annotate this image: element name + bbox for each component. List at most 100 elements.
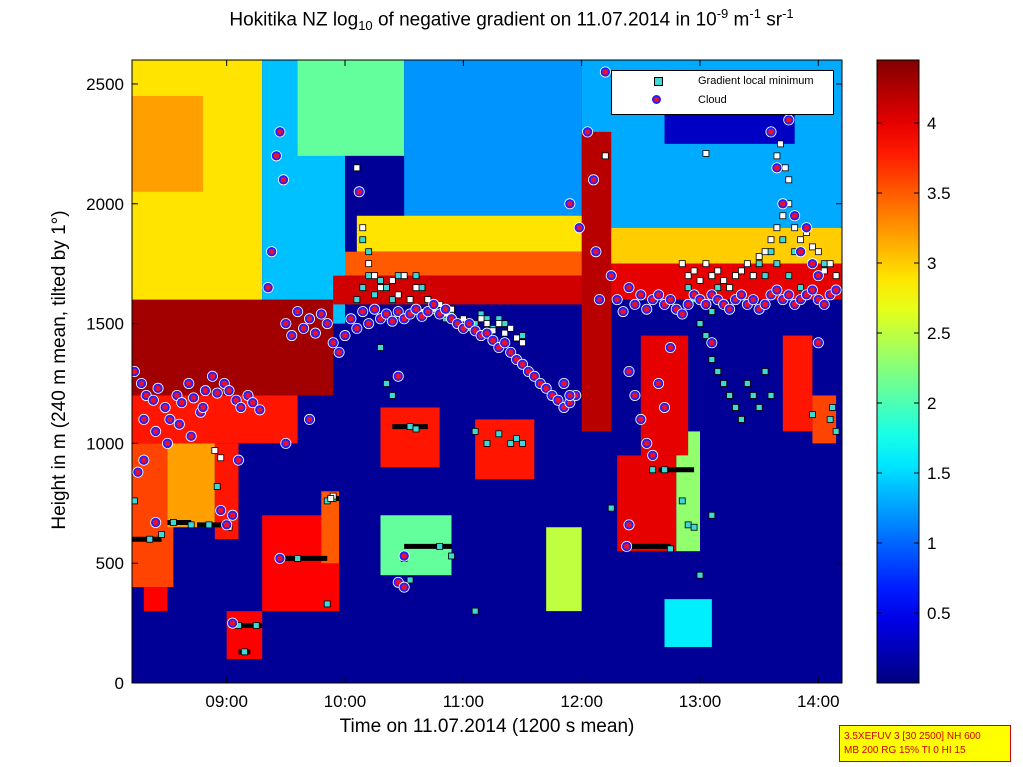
cloud-point — [653, 290, 664, 300]
cloud-point — [606, 270, 616, 281]
gradient-minimum-point — [359, 236, 367, 244]
cloud-point — [618, 306, 628, 317]
cloud-point — [813, 270, 824, 281]
chart-title: Hokitika NZ log10 of negative gradient o… — [229, 6, 794, 34]
cloud-point — [665, 342, 676, 353]
cloud-point — [298, 323, 309, 334]
gradient-minimum-point — [708, 272, 716, 280]
cloud-point — [630, 390, 640, 401]
heatmap-cell — [664, 599, 712, 648]
gradient-minimum-point — [732, 404, 739, 411]
cloud-point — [760, 299, 770, 310]
y-axis-label: Height in m (240 m mean, tilted by 1°) — [49, 210, 70, 530]
gradient-minimum-point — [187, 521, 195, 529]
gradient-minimum-point — [832, 272, 840, 280]
gradient-minimum-point — [661, 466, 668, 474]
markers — [132, 66, 842, 656]
colorbar-tick-label: 0.5 — [927, 604, 951, 623]
gradient-minimum-point — [495, 430, 503, 438]
cloud-point — [236, 402, 246, 413]
gradient-minimum-point — [761, 272, 769, 280]
gradient-minimum-point — [418, 284, 426, 292]
x-tick-label: 12:00 — [560, 692, 603, 711]
gradient-minimum-point — [743, 380, 751, 387]
heatmap-cell — [356, 215, 606, 252]
cloud-point — [255, 405, 265, 415]
cloud-point — [278, 175, 289, 185]
y-tick-label: 0 — [115, 674, 124, 693]
cloud-point — [340, 330, 350, 341]
gradient-minimum-point — [359, 224, 367, 232]
gradient-minimum-point — [797, 236, 804, 244]
y-tick-label: 1000 — [86, 434, 124, 453]
cloud-point — [216, 505, 226, 516]
cloud-point — [141, 390, 151, 401]
gradient-minimum-point — [678, 260, 686, 268]
cloud-point — [354, 187, 364, 197]
gradient-minimum-point — [773, 224, 781, 232]
cloud-point — [772, 163, 782, 173]
heatmap-cell — [297, 60, 405, 156]
cloud-point — [565, 390, 575, 401]
cloud-point — [399, 551, 409, 561]
settings-info-box: 3.5XEFUV 3 [30 2500] NH 600 MB 200 RG 15… — [839, 725, 1011, 762]
cloud-point — [310, 328, 321, 338]
cloud-point — [636, 414, 646, 425]
cloud-point — [292, 306, 303, 317]
cloud-point — [162, 438, 173, 449]
gradient-minimum-point — [649, 466, 657, 474]
gradient-minimum-point — [755, 253, 763, 260]
gradient-minimum-point — [738, 416, 745, 423]
gradient-minimum-point — [377, 277, 384, 284]
gradient-minimum-point — [732, 272, 739, 280]
cloud-point — [231, 395, 241, 405]
x-tick-label: 09:00 — [205, 692, 248, 711]
cloud-point — [227, 618, 238, 628]
gradient-minimum-point — [702, 150, 710, 157]
cloud-point — [153, 383, 163, 393]
cloud-point — [243, 390, 253, 401]
cloud-point — [801, 223, 812, 233]
heatmap-cell — [167, 443, 215, 528]
heatmap-cell — [132, 95, 203, 192]
cloud-point — [736, 290, 747, 300]
y-tick-label: 500 — [96, 554, 124, 573]
gradient-minimum-point — [359, 284, 367, 292]
cloud-point — [139, 455, 149, 465]
cloud-point — [612, 294, 622, 305]
gradient-minimum-point — [294, 555, 302, 562]
gradient-minimum-point — [519, 439, 526, 447]
cloud-point — [233, 455, 244, 465]
gradient-minimum-point — [684, 272, 692, 280]
gradient-minimum-point — [761, 368, 769, 375]
gradient-minimum-point — [820, 267, 828, 275]
x-axis-label: Time on 11.07.2014 (1200 s mean) — [339, 716, 635, 737]
gradient-minimum-point — [607, 504, 615, 512]
gradient-minimum-point — [708, 511, 716, 519]
gradient-minimum-point — [477, 315, 485, 323]
cloud-point — [352, 323, 362, 334]
cloud-point — [784, 115, 794, 125]
gradient-minimum-point — [814, 248, 822, 256]
x-tick-label: 11:00 — [443, 692, 484, 711]
gradient-minimum-point — [667, 545, 674, 553]
cloud-point — [488, 335, 498, 346]
square-marker-icon — [654, 77, 663, 86]
cloud-point — [266, 246, 277, 257]
gradient-minimum-point — [696, 571, 704, 579]
gradient-minimum-point — [448, 552, 455, 560]
cloud-point — [198, 402, 208, 413]
gradient-minimum-point — [483, 439, 491, 447]
gradient-minimum-point — [377, 344, 384, 351]
cloud-point — [281, 438, 291, 449]
gradient-minimum-point — [146, 535, 154, 543]
cloud-point — [176, 397, 187, 408]
gradient-minimum-point — [388, 392, 396, 399]
gradient-minimum-point — [471, 607, 479, 615]
heatmap-cell — [546, 527, 582, 612]
cloud-point — [429, 299, 439, 310]
gradient-minimum-point — [365, 272, 373, 280]
gradient-minimum-point — [708, 308, 716, 315]
colorbar-tick-label: 2.5 — [927, 324, 951, 343]
gradient-minimum-point — [702, 260, 710, 268]
